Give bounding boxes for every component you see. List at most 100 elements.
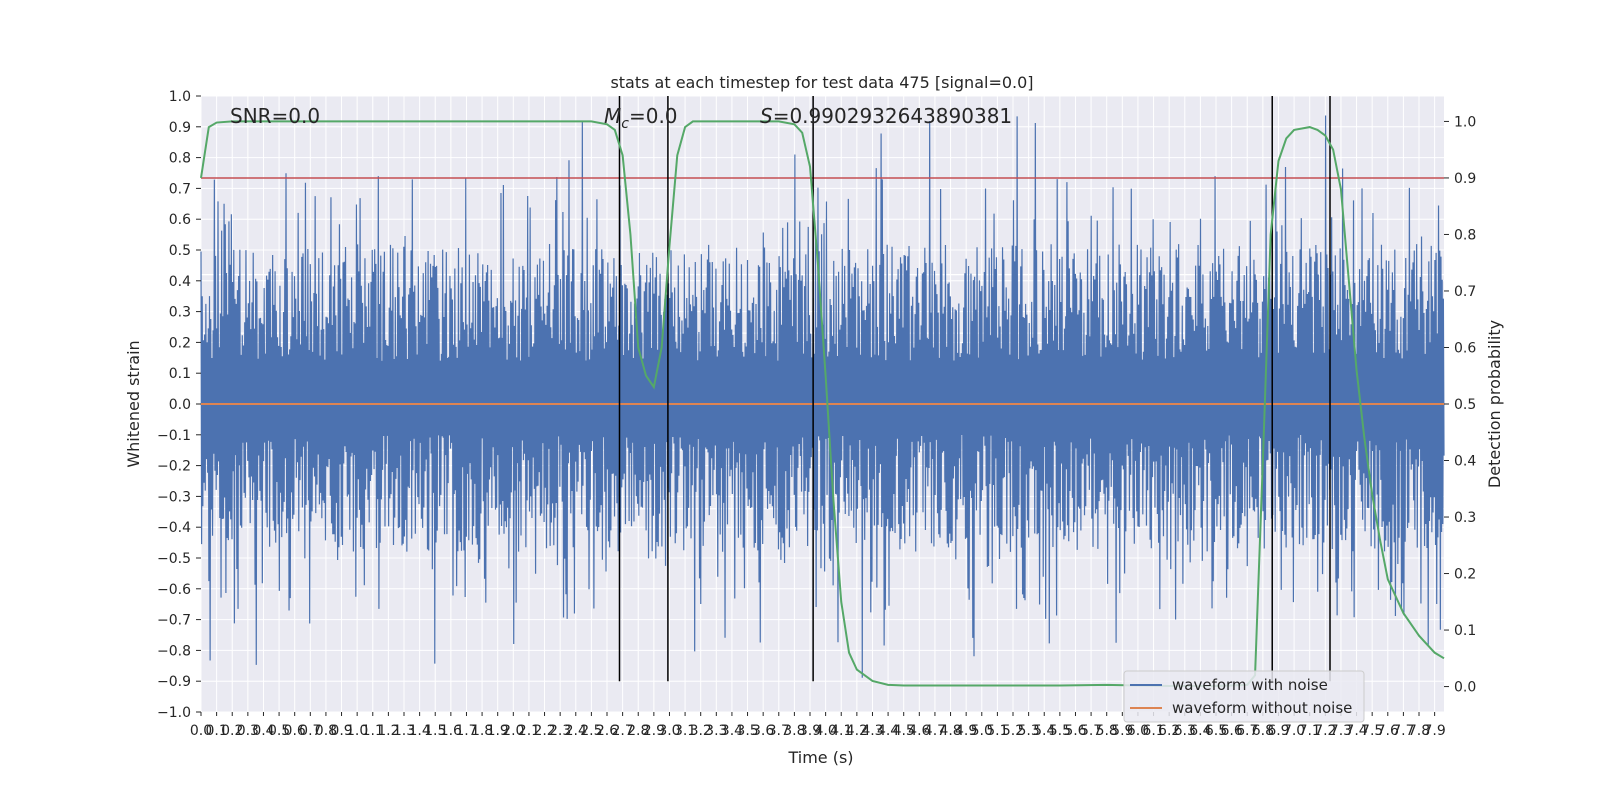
x-tick-label: 5.3 — [1017, 723, 1039, 739]
series-waveform-with-noise — [200, 115, 1445, 678]
x-tick-label: 6.7 — [1236, 723, 1258, 739]
y-tick-label: 0.6 — [169, 212, 191, 228]
x-tick-label: 0.1 — [205, 723, 227, 739]
x-ticks: 0.00.10.20.30.40.50.60.70.80.91.01.11.21… — [190, 712, 1446, 739]
x-tick-label: 5.8 — [1096, 723, 1118, 739]
x-tick-label: 7.0 — [1283, 723, 1305, 739]
mc-annotation: Mc=0.0 — [604, 104, 678, 132]
x-tick-label: 2.6 — [596, 723, 618, 739]
y-tick-label: 0.3 — [169, 305, 191, 321]
x-tick-label: 2.5 — [580, 723, 602, 739]
x-tick-label: 3.4 — [721, 723, 743, 739]
x-tick-label: 1.8 — [471, 723, 493, 739]
x-tick-label: 6.3 — [1174, 723, 1196, 739]
y-tick-label: −0.4 — [157, 520, 191, 536]
x-tick-label: 7.2 — [1314, 723, 1336, 739]
x-tick-label: 6.1 — [1142, 723, 1164, 739]
x-tick-label: 7.3 — [1330, 723, 1352, 739]
y-tick-label: 0.7 — [169, 181, 191, 197]
x-tick-label: 2.7 — [611, 723, 633, 739]
y2-tick-label: 0.1 — [1454, 623, 1476, 639]
legend-box — [1123, 670, 1365, 723]
x-tick-label: 3.1 — [674, 723, 696, 739]
y-tick-label: 0.8 — [169, 151, 191, 167]
x-tick-label: 0.2 — [221, 723, 243, 739]
y-tick-label: 0.0 — [169, 397, 191, 413]
x-tick-label: 2.9 — [643, 723, 665, 739]
y2-tick-label: 0.3 — [1454, 510, 1476, 526]
y-tick-label: −0.3 — [157, 489, 191, 505]
x-tick-label: 1.2 — [377, 723, 399, 739]
x-tick-label: 6.8 — [1252, 723, 1274, 739]
x-tick-label: 5.9 — [1111, 723, 1133, 739]
x-tick-label: 1.6 — [440, 723, 462, 739]
x-tick-label: 4.0 — [814, 723, 836, 739]
y2-axis-label: Detection probability — [1485, 320, 1504, 488]
x-tick-label: 4.8 — [939, 723, 961, 739]
x-tick-label: 6.6 — [1220, 723, 1242, 739]
x-tick-label: 4.2 — [846, 723, 868, 739]
x-tick-label: 3.0 — [658, 723, 680, 739]
x-tick-label: 0.0 — [190, 723, 212, 739]
x-tick-label: 2.3 — [549, 723, 571, 739]
x-tick-label: 6.5 — [1205, 723, 1227, 739]
y-tick-label: 0.5 — [169, 243, 191, 259]
y2-ticks: 0.0 0.1 0.2 0.3 0.4 0.5 0.6 0.7 0.8 0.9 1.0 — [1444, 114, 1476, 696]
x-tick-label: 0.6 — [284, 723, 306, 739]
x-tick-label: 0.3 — [237, 723, 259, 739]
y-tick-label: −0.5 — [157, 551, 191, 567]
x-tick-label: 2.4 — [565, 723, 587, 739]
y2-tick-label: 0.7 — [1454, 284, 1476, 300]
y-tick-label: 0.4 — [169, 274, 191, 290]
x-tick-label: 7.1 — [1299, 723, 1321, 739]
y-axis-label: Whitened strain — [124, 340, 143, 467]
x-tick-label: 3.8 — [783, 723, 805, 739]
x-tick-label: 3.6 — [752, 723, 774, 739]
x-tick-label: 4.1 — [830, 723, 852, 739]
y-tick-label: 0.2 — [169, 335, 191, 351]
x-tick-label: 5.4 — [1033, 723, 1055, 739]
x-tick-label: 4.7 — [924, 723, 946, 739]
x-tick-label: 7.5 — [1361, 723, 1383, 739]
y-tick-label: −0.7 — [157, 613, 191, 629]
y-tick-label: 0.9 — [169, 120, 191, 136]
x-tick-label: 3.5 — [736, 723, 758, 739]
x-tick-label: 2.2 — [533, 723, 555, 739]
y2-tick-label: 0.9 — [1454, 171, 1476, 187]
y-tick-label: −0.2 — [157, 459, 191, 475]
x-tick-label: 2.1 — [518, 723, 540, 739]
chart-title: stats at each timestep for test data 475… — [610, 73, 1033, 92]
y-tick-label: −1.0 — [157, 705, 191, 721]
x-tick-label: 2.0 — [502, 723, 524, 739]
y-ticks: −1.0 −0.9 −0.8 −0.7 −0.6 −0.5 −0.4 −0.3 −0.2 −0.1… — [157, 89, 201, 721]
x-tick-label: 1.0 — [346, 723, 368, 739]
x-tick-label: 1.5 — [424, 723, 446, 739]
legend-label-noise: waveform with noise — [1172, 676, 1328, 694]
x-tick-label: 7.9 — [1423, 723, 1445, 739]
x-tick-label: 3.7 — [768, 723, 790, 739]
x-tick-label: 3.2 — [690, 723, 712, 739]
x-tick-label: 5.6 — [1064, 723, 1086, 739]
x-tick-label: 5.5 — [1049, 723, 1071, 739]
x-tick-label: 4.4 — [877, 723, 899, 739]
x-tick-label: 0.4 — [252, 723, 274, 739]
y-tick-label: −0.6 — [157, 582, 191, 598]
x-tick-label: 1.7 — [455, 723, 477, 739]
x-tick-label: 4.6 — [908, 723, 930, 739]
x-tick-label: 3.9 — [799, 723, 821, 739]
x-tick-label: 0.9 — [330, 723, 352, 739]
x-tick-label: 1.3 — [393, 723, 415, 739]
x-tick-label: 5.2 — [1002, 723, 1024, 739]
y-tick-label: 1.0 — [169, 89, 191, 105]
y2-tick-label: 1.0 — [1454, 114, 1476, 130]
x-tick-label: 4.9 — [955, 723, 977, 739]
x-tick-label: 0.7 — [299, 723, 321, 739]
x-tick-label: 5.1 — [986, 723, 1008, 739]
x-tick-label: 3.3 — [705, 723, 727, 739]
series-detection-probability — [200, 120, 1445, 687]
y2-tick-label: 0.2 — [1454, 567, 1476, 583]
x-tick-label: 1.9 — [487, 723, 509, 739]
x-tick-label: 4.3 — [861, 723, 883, 739]
x-axis-label: Time (s) — [787, 748, 853, 767]
